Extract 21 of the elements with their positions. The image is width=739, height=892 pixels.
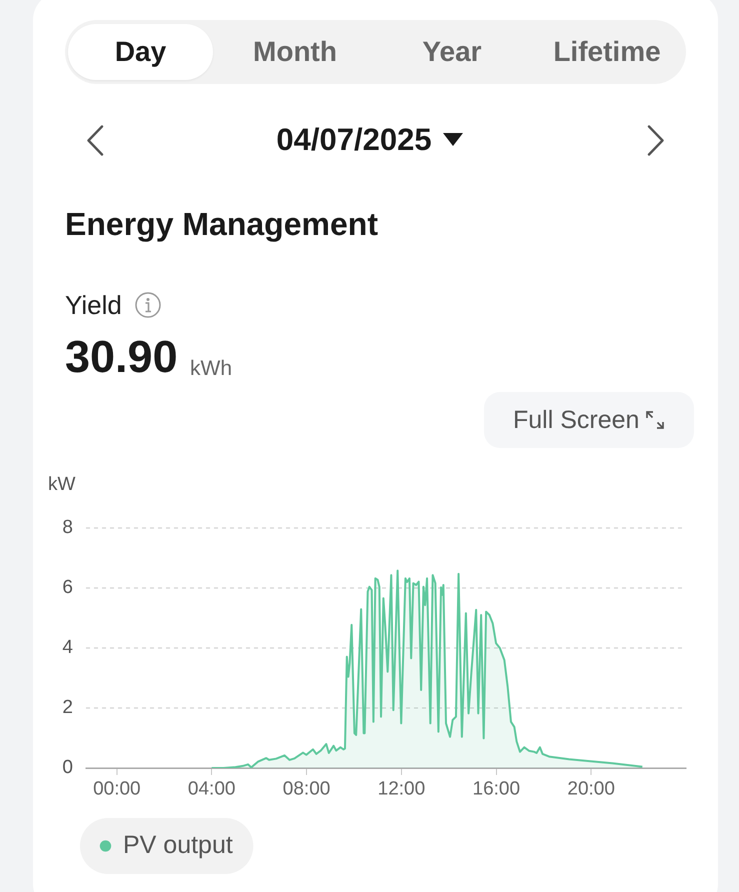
x-tick-label: 12:00 [378, 778, 426, 800]
x-tick-label: 08:00 [282, 778, 330, 800]
text: kWh [190, 357, 232, 380]
x-tick-label: 20:00 [567, 778, 615, 800]
text: 30.90 [65, 331, 178, 382]
y-tick-label: 0 [62, 757, 73, 778]
full-screen-button: Full Screen [484, 392, 694, 448]
chart-title: Energy Management [65, 206, 378, 242]
chart-subtitle: 04/07/2025 [276, 122, 432, 157]
text: Yield [65, 290, 122, 320]
tab-switcher: Day Month Year Lifetime [65, 20, 686, 84]
selected-tab: Day [68, 24, 213, 80]
y-tick-label: 8 [62, 517, 73, 538]
y-tick-label: 2 [62, 697, 73, 718]
y-axis-title: kW [48, 474, 76, 496]
x-tick-label: 04:00 [188, 778, 236, 800]
x-tick-label: 16:00 [472, 778, 520, 800]
legend-label: PV output [123, 830, 233, 859]
y-tick-label: 6 [62, 577, 73, 598]
x-tick-label: 00:00 [93, 778, 141, 800]
y-tick-label: 4 [62, 637, 74, 658]
